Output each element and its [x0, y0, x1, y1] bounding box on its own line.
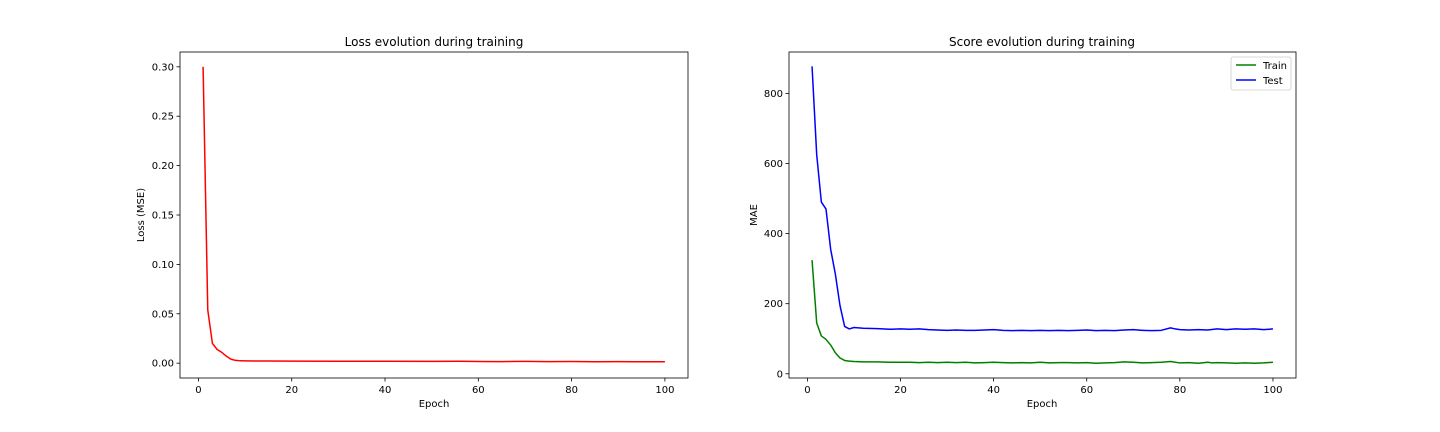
loss-chart: Loss evolution during training 0 20 40 60 80… — [136, 35, 689, 410]
loss-y-tick-label: 0.00 — [152, 359, 174, 370]
score-chart: Score evolution during training 0 20 40 60 8… — [749, 35, 1297, 410]
score-y-tick-label: 200 — [764, 299, 783, 310]
loss-y-tick-label: 0.30 — [152, 62, 174, 73]
loss-chart-series-layer — [202, 66, 665, 363]
score-x-tick-label: 60 — [1080, 385, 1093, 396]
score-chart-x-ticks: 0 20 40 60 80 100 — [804, 378, 1283, 396]
score-chart-y-ticks: 0 200 400 600 800 — [764, 89, 789, 380]
loss-x-tick-label: 40 — [379, 385, 392, 396]
score-series-line-test — [811, 66, 1274, 332]
score-y-tick-label: 400 — [764, 229, 783, 240]
score-x-tick-label: 80 — [1173, 385, 1186, 396]
loss-chart-x-axis-label: Epoch — [419, 399, 450, 410]
loss-chart-x-ticks: 0 20 40 60 80 100 — [195, 378, 674, 396]
score-x-tick-label: 100 — [1263, 385, 1282, 396]
loss-y-tick-label: 0.25 — [152, 112, 174, 123]
score-chart-series-layer — [811, 66, 1274, 365]
loss-y-tick-label: 0.20 — [152, 161, 174, 172]
loss-chart-title: Loss evolution during training — [345, 35, 524, 49]
loss-x-tick-label: 60 — [472, 385, 485, 396]
score-series-line-train — [811, 260, 1274, 365]
score-chart-title: Score evolution during training — [949, 35, 1135, 49]
score-y-tick-label: 800 — [764, 89, 783, 100]
loss-x-tick-label: 100 — [655, 385, 674, 396]
score-chart-plot-frame — [788, 51, 1297, 379]
score-x-tick-label: 20 — [894, 385, 907, 396]
loss-x-tick-label: 0 — [195, 385, 201, 396]
legend-label-train: Train — [1262, 61, 1287, 72]
loss-y-tick-label: 0.15 — [152, 211, 174, 222]
loss-x-tick-label: 20 — [285, 385, 298, 396]
loss-series-line-0 — [202, 66, 665, 363]
score-y-tick-label: 0 — [777, 369, 783, 380]
legend-label-test: Test — [1262, 76, 1283, 87]
score-chart-x-axis-label: Epoch — [1027, 399, 1058, 410]
score-y-tick-label: 600 — [764, 159, 783, 170]
score-chart-y-axis-label: MAE — [749, 204, 760, 226]
loss-y-tick-label: 0.10 — [152, 260, 174, 271]
score-x-tick-label: 0 — [804, 385, 810, 396]
loss-chart-y-axis-label: Loss (MSE) — [136, 188, 147, 242]
loss-y-tick-label: 0.05 — [152, 309, 174, 320]
loss-x-tick-label: 80 — [565, 385, 578, 396]
score-chart-legend: Train Test — [1230, 56, 1292, 91]
loss-chart-y-ticks: 0.00 0.05 0.10 0.15 0.20 0.25 0.30 — [152, 62, 180, 370]
score-x-tick-label: 40 — [987, 385, 1000, 396]
